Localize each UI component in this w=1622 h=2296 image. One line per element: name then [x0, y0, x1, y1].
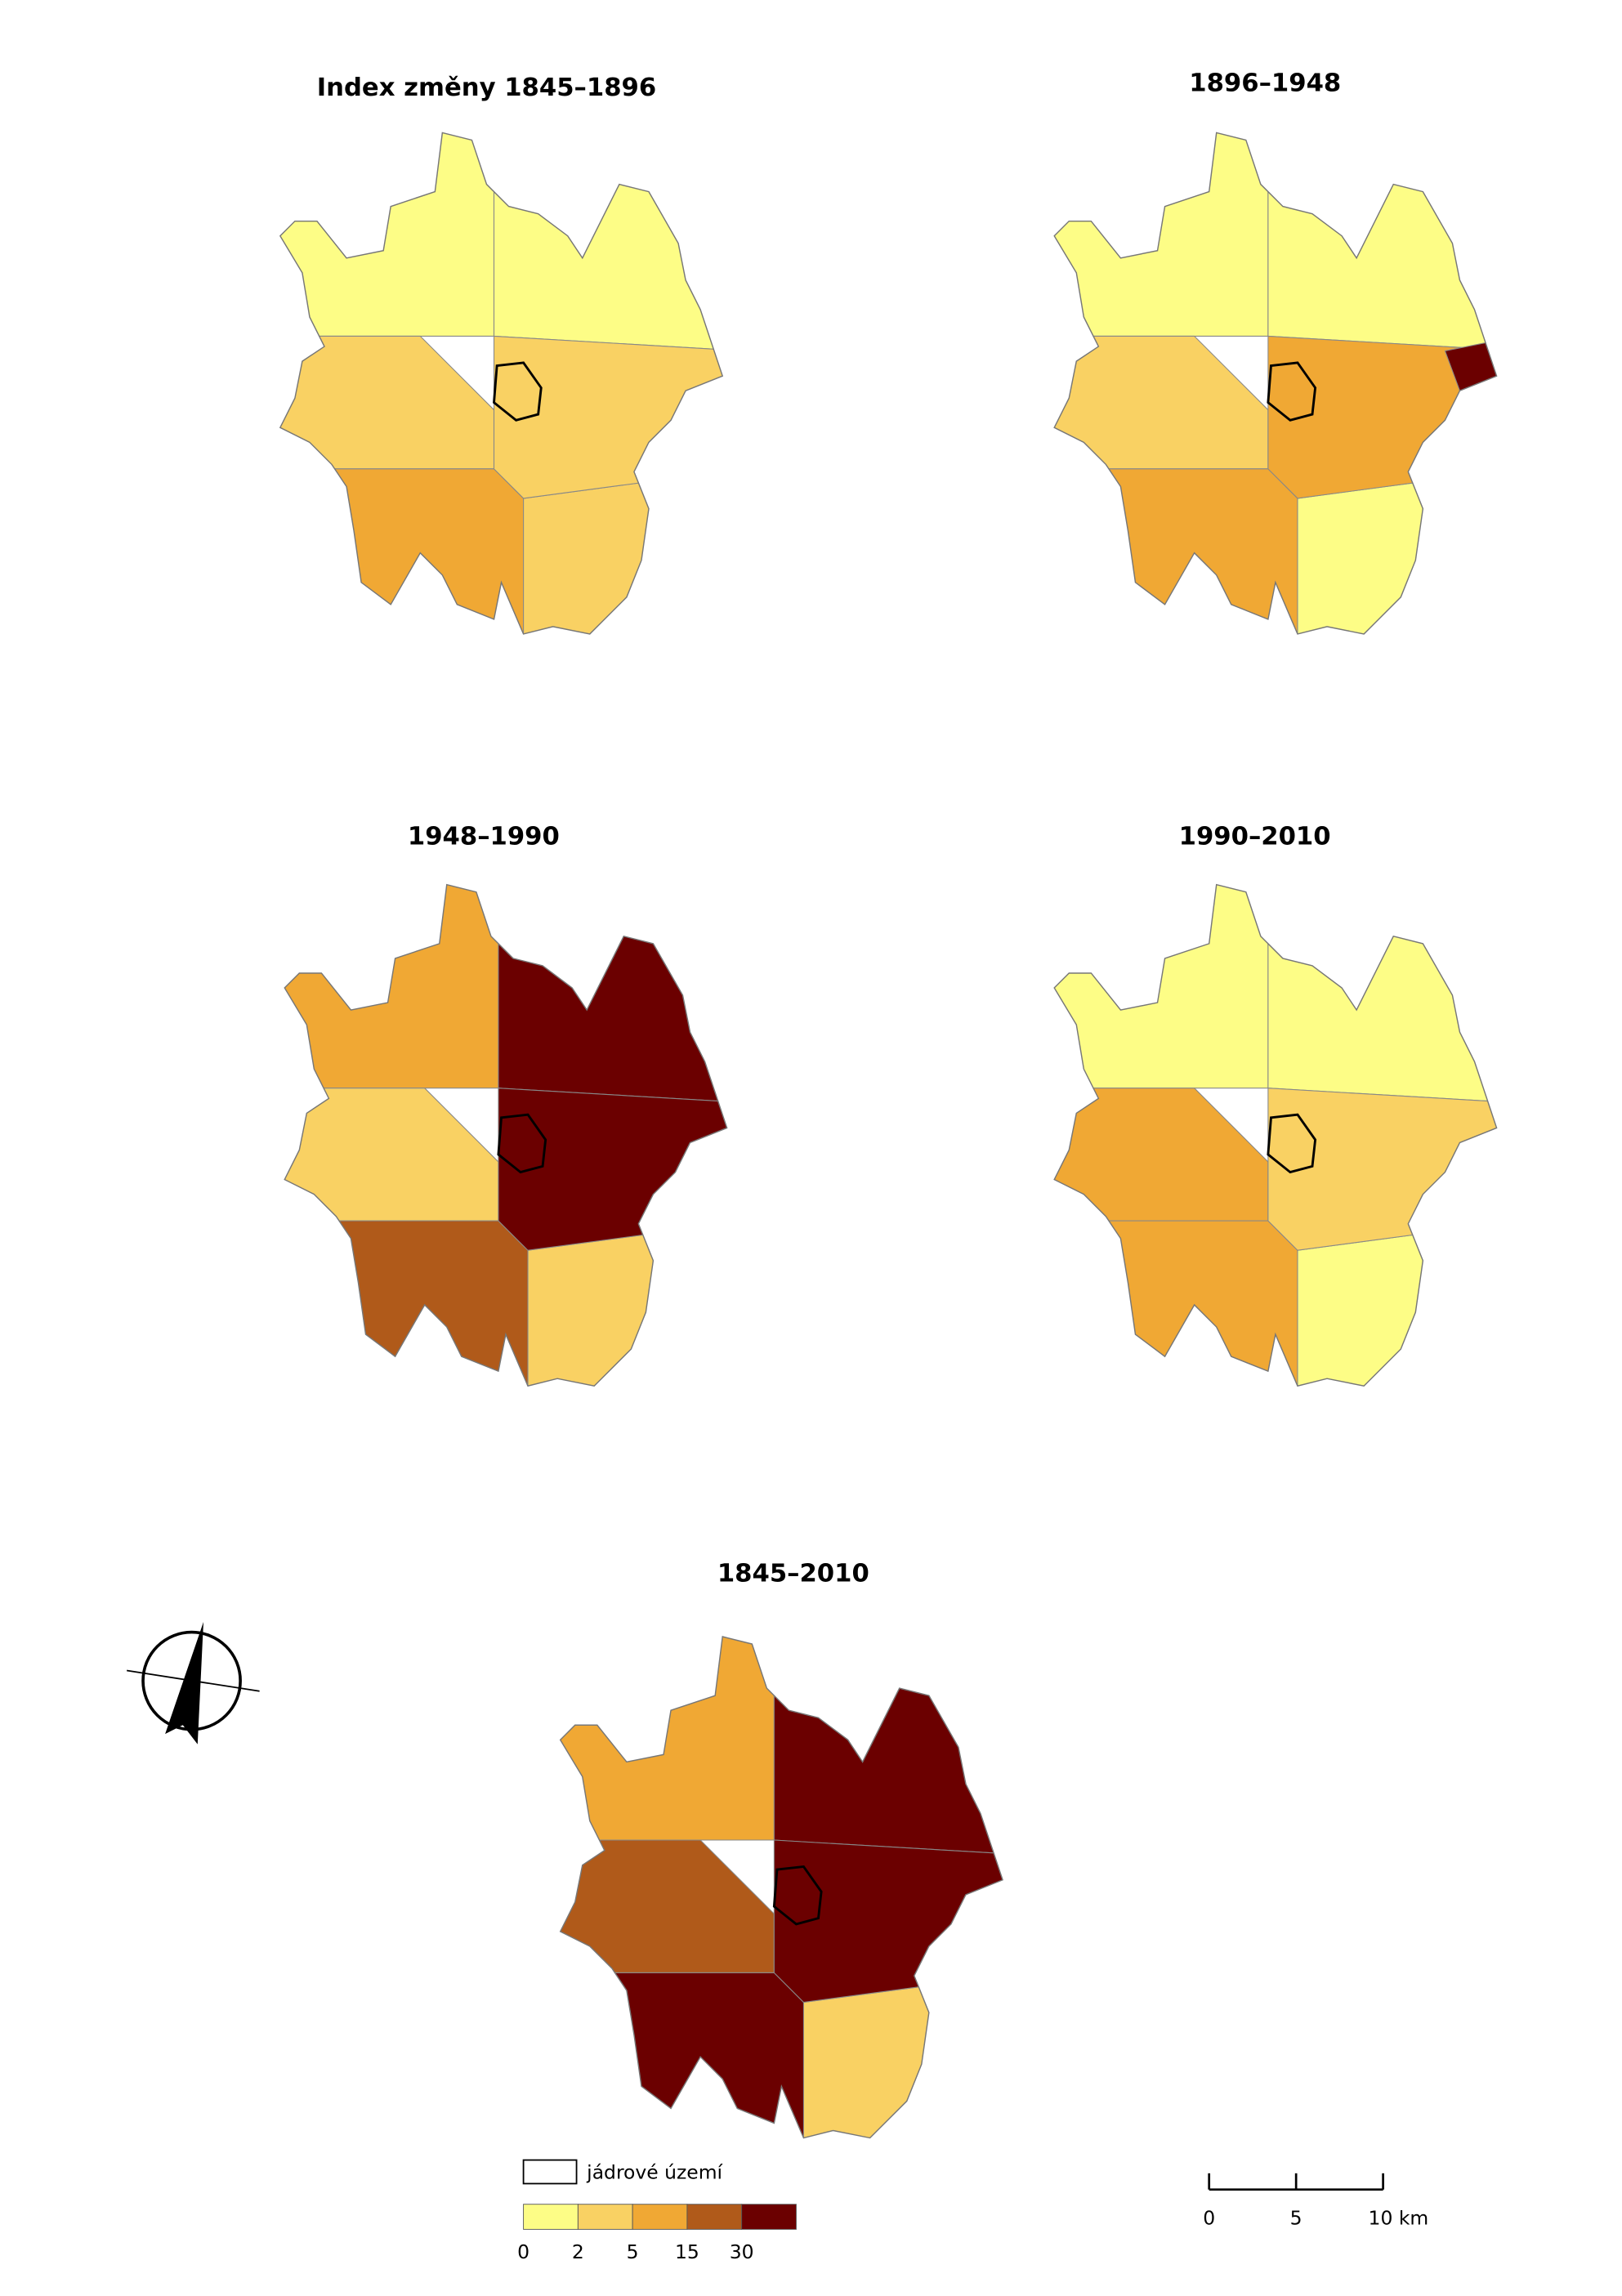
region — [1297, 468, 1497, 634]
outline — [284, 883, 728, 1387]
choropleth-map — [1053, 883, 1498, 1387]
choropleth-map — [559, 1636, 1003, 2139]
regions — [1054, 132, 1497, 634]
scale-bar-label: 10 km — [1369, 2206, 1429, 2229]
legend-break-label: 30 — [730, 2240, 754, 2263]
map-title: 1990–2010 — [1179, 822, 1331, 851]
north-arrow — [127, 1621, 260, 1744]
core-area — [1267, 361, 1317, 422]
region — [523, 468, 723, 634]
outline — [1053, 883, 1498, 1387]
scale-bar-label: 0 — [1203, 2206, 1215, 2229]
outline — [279, 132, 724, 635]
legend-core-swatch — [522, 2159, 578, 2185]
legend-break-label: 5 — [627, 2240, 639, 2263]
legend-swatch — [523, 2204, 579, 2230]
legend-break-label: 2 — [572, 2240, 584, 2263]
region — [773, 1636, 1003, 1856]
region — [1297, 1220, 1497, 1387]
core-area — [1267, 1113, 1317, 1174]
legend-swatch — [686, 2204, 743, 2230]
map-title: 1896–1948 — [1189, 69, 1341, 97]
core-area — [493, 361, 543, 422]
region — [1267, 884, 1497, 1104]
region — [527, 1220, 727, 1387]
region — [560, 1636, 775, 1841]
scale-bar-label: 5 — [1290, 2206, 1303, 2229]
legend-break-label: 0 — [517, 2240, 529, 2263]
map-sheet: Index změny 1845–1896 1896–1948 1948–1990 1… — [127, 69, 1498, 2263]
region — [279, 468, 539, 634]
regions — [284, 884, 727, 1387]
region — [802, 1972, 1003, 2138]
choropleth-map — [1053, 132, 1498, 635]
region — [279, 335, 495, 470]
choropleth-map — [279, 132, 724, 635]
core-area — [772, 1865, 823, 1926]
region — [498, 884, 727, 1104]
region — [1054, 468, 1313, 634]
legend-core-label: jádrové území — [586, 2160, 723, 2183]
legend-swatch — [577, 2204, 633, 2230]
region — [284, 884, 499, 1089]
map-title: 1845–2010 — [717, 1560, 869, 1588]
region — [284, 1088, 499, 1222]
region — [284, 1220, 543, 1387]
map-title: 1948–1990 — [408, 822, 560, 851]
region — [1054, 884, 1269, 1089]
regions — [279, 132, 723, 634]
choropleth-map — [284, 883, 728, 1387]
legend-swatch — [741, 2204, 797, 2230]
region — [1054, 1088, 1269, 1222]
regions — [1054, 884, 1497, 1387]
region — [493, 132, 723, 352]
legend-swatch — [632, 2204, 688, 2230]
region — [1054, 335, 1269, 470]
core-area — [497, 1113, 547, 1174]
legend-break-label: 15 — [675, 2240, 699, 2263]
region — [1054, 1220, 1313, 1387]
regions — [560, 1636, 1003, 2138]
region — [1054, 132, 1269, 337]
region — [560, 1972, 820, 2138]
outline — [1053, 132, 1498, 635]
region — [560, 1839, 775, 1973]
map-title: Index změny 1845–1896 — [317, 74, 656, 102]
region — [279, 132, 495, 337]
region — [1267, 132, 1497, 352]
outline — [559, 1636, 1003, 2139]
